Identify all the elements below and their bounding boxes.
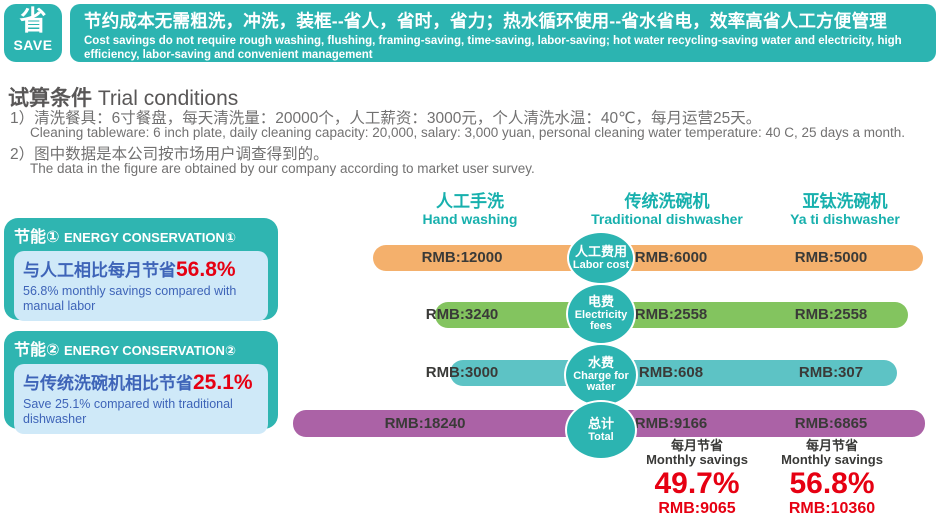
- column-header-traditional-dishwasher: 传统洗碗机 Traditional dishwasher: [591, 192, 743, 227]
- panel-1-header: 节能① ENERGY CONSERVATION①: [14, 223, 268, 247]
- panel-2-header: 节能② ENERGY CONSERVATION②: [14, 336, 268, 360]
- bar-value-elec-traditional: RMB:2558: [634, 306, 708, 323]
- savings-rmb: RMB:10360: [788, 499, 876, 517]
- circle-label-en: Electricity fees: [574, 308, 628, 333]
- panel-2-percent: 25.1%: [193, 371, 253, 394]
- panel-2-title-en: ENERGY CONSERVATION②: [64, 343, 236, 358]
- save-badge-zh: 省: [19, 6, 47, 36]
- trial-item-1-zh: 1）清洗餐具：6寸餐盘，每天清洗量：20000个，人工薪资：3000元，个人清洗…: [10, 110, 762, 127]
- bar-value-total-yati: RMB:6865: [794, 415, 868, 432]
- circle-electricity-fees: 电费 Electricity fees: [566, 283, 636, 345]
- column-header-en: Traditional dishwasher: [591, 211, 743, 227]
- panel-1-claim: 与人工相比每月节省56.8%: [23, 256, 259, 282]
- savings-label-zh: 每月节省: [805, 438, 859, 453]
- savings-block-yati: 每月节省 Monthly savings 56.8% RMB:10360: [781, 438, 883, 518]
- panel-energy-conservation-1: 节能① ENERGY CONSERVATION① 与人工相比每月节省56.8% …: [4, 218, 278, 321]
- column-header-yati-dishwasher: 亚钛洗碗机 Ya ti dishwasher: [790, 192, 900, 227]
- circle-label-zh: 人工费用: [574, 243, 627, 259]
- panel-2-claim-en: Save 25.1% compared with traditional dis…: [23, 397, 233, 426]
- savings-block-traditional: 每月节省 Monthly savings 49.7% RMB:9065: [646, 438, 748, 518]
- bar-value-water-hand: RMB:3000: [425, 364, 499, 381]
- trial-item-2-zh: 2）图中数据是本公司按市场用户调查得到的。: [10, 146, 329, 163]
- panel-energy-conservation-2: 节能② ENERGY CONSERVATION② 与传统洗碗机相比节省25.1%…: [4, 331, 278, 434]
- savings-label-en: Monthly savings: [781, 452, 883, 468]
- panel-1-claim-zh: 与人工相比每月节省: [23, 261, 176, 280]
- column-header-en: Ya ti dishwasher: [790, 211, 900, 227]
- banner-title-zh: 节约成本无需粗洗，冲洗，装框--省人，省时，省力；热水循环使用--省水省电，效率…: [84, 11, 887, 31]
- panel-1-title-zh: 节能①: [14, 229, 60, 246]
- bar-value-labor-hand: RMB:12000: [421, 249, 503, 266]
- bar-value-total-traditional: RMB:9166: [634, 415, 708, 432]
- trial-conditions-title: 试算条件 Trial conditions: [8, 82, 238, 112]
- column-header-zh: 亚钛洗碗机: [802, 192, 888, 211]
- bar-value-labor-traditional: RMB:6000: [634, 249, 708, 266]
- circle-label-en: Total: [588, 430, 614, 443]
- bar-value-total-hand: RMB:18240: [384, 415, 466, 432]
- circle-label-en: Charge for water: [573, 369, 629, 394]
- circle-labor-cost: 人工费用 Labor cost: [567, 231, 635, 285]
- circle-charge-for-water: 水费 Charge for water: [564, 343, 638, 407]
- circle-label-en: Labor cost: [572, 258, 630, 271]
- savings-percent: 56.8%: [789, 467, 875, 501]
- bar-value-labor-yati: RMB:5000: [794, 249, 868, 266]
- savings-label-zh: 每月节省: [670, 438, 724, 453]
- trial-title-en: Trial conditions: [97, 87, 239, 110]
- column-header-zh: 人工手洗: [436, 192, 504, 211]
- panel-1-claim-en: 56.8% monthly savings compared with manu…: [23, 284, 237, 313]
- bar-value-water-yati: RMB:307: [798, 364, 864, 381]
- save-badge-en: SAVE: [13, 37, 53, 53]
- circle-total: 总计 Total: [565, 400, 637, 460]
- column-header-zh: 传统洗碗机: [624, 192, 710, 211]
- trial-title-zh: 试算条件: [8, 87, 92, 110]
- savings-label-en: Monthly savings: [646, 452, 748, 468]
- column-header-en: Hand washing: [422, 211, 518, 227]
- circle-label-zh: 总计: [587, 415, 614, 431]
- savings-rmb: RMB:9065: [658, 499, 736, 517]
- bar-charge-for-water: [450, 360, 897, 386]
- bar-value-water-traditional: RMB:608: [638, 364, 704, 381]
- header-banner: 节约成本无需粗洗，冲洗，装框--省人，省时，省力；热水循环使用--省水省电，效率…: [70, 4, 936, 62]
- bar-electricity-fees: [435, 302, 908, 328]
- trial-item-2-en: The data in the figure are obtained by o…: [30, 161, 535, 176]
- circle-label-zh: 水费: [587, 355, 614, 371]
- column-header-hand-washing: 人工手洗 Hand washing: [423, 192, 518, 227]
- panel-1-title-en: ENERGY CONSERVATION①: [64, 230, 236, 245]
- savings-percent: 49.7%: [654, 467, 740, 501]
- panel-2-claim-zh: 与传统洗碗机相比节省: [23, 374, 193, 393]
- panel-2-title-zh: 节能②: [14, 342, 60, 359]
- bar-value-elec-hand: RMB:3240: [425, 306, 499, 323]
- panel-2-body: 与传统洗碗机相比节省25.1% Save 25.1% compared with…: [14, 364, 268, 434]
- panel-1-body: 与人工相比每月节省56.8% 56.8% monthly savings com…: [14, 251, 268, 321]
- panel-1-percent: 56.8%: [176, 258, 236, 281]
- trial-item-1-en: Cleaning tableware: 6 inch plate, daily …: [30, 125, 906, 140]
- panel-2-claim: 与传统洗碗机相比节省25.1%: [23, 369, 259, 395]
- circle-label-zh: 电费: [587, 294, 614, 310]
- save-badge-icon: 省 SAVE: [4, 4, 62, 62]
- banner-title-en: Cost savings do not require rough washin…: [84, 35, 902, 62]
- bar-labor-cost: [373, 245, 923, 271]
- bar-value-elec-yati: RMB:2558: [794, 306, 868, 323]
